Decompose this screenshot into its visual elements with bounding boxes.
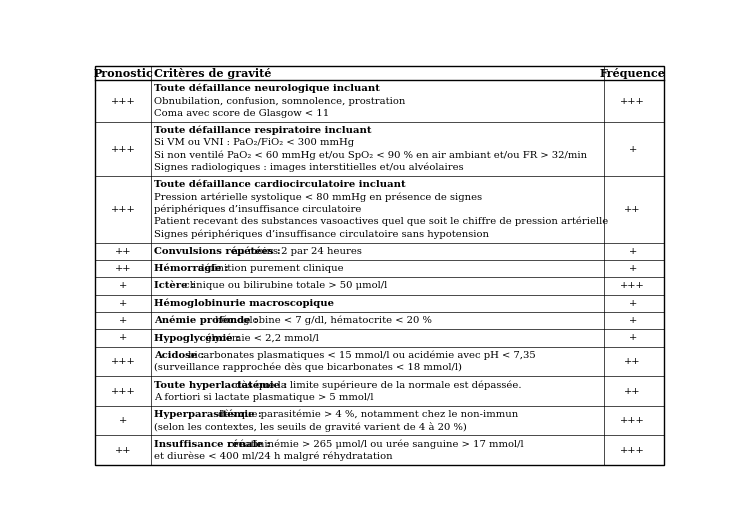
Text: (selon les contextes, les seuils de gravité varient de 4 à 20 %): (selon les contextes, les seuils de grav… (155, 422, 468, 432)
Text: Insuffisance rénale :: Insuffisance rénale : (155, 440, 271, 449)
Text: A fortiori si lactate plasmatique > 5 mmol/l: A fortiori si lactate plasmatique > 5 mm… (155, 392, 374, 402)
Text: Si VM ou VNI : PaO₂/FiO₂ < 300 mmHg: Si VM ou VNI : PaO₂/FiO₂ < 300 mmHg (155, 138, 354, 147)
Text: clinique ou bilirubine totale > 50 μmol/l: clinique ou bilirubine totale > 50 μmol/… (181, 281, 388, 290)
Text: +: + (628, 316, 637, 325)
Text: Coma avec score de Glasgow < 11: Coma avec score de Glasgow < 11 (155, 109, 330, 118)
Text: Hyperparasitémie :: Hyperparasitémie : (155, 410, 262, 419)
Text: Patient recevant des substances vasoactives quel que soit le chiffre de pression: Patient recevant des substances vasoacti… (155, 217, 609, 226)
Text: hémoglobine < 7 g/dl, hématocrite < 20 %: hémoglobine < 7 g/dl, hématocrite < 20 % (212, 316, 431, 325)
Text: définition purement clinique: définition purement clinique (195, 264, 343, 274)
Text: +: + (628, 247, 637, 256)
Text: et diurèse < 400 ml/24 h malgré réhydratation: et diurèse < 400 ml/24 h malgré réhydrat… (155, 452, 393, 461)
Text: Hémoglobinurie macroscopique: Hémoglobinurie macroscopique (155, 298, 334, 308)
Text: Obnubilation, confusion, somnolence, prostration: Obnubilation, confusion, somnolence, pro… (155, 96, 406, 106)
Text: dès que parasitémie > 4 %, notamment chez le non-immun: dès que parasitémie > 4 %, notamment che… (215, 410, 519, 419)
Text: Hypoglycémie :: Hypoglycémie : (155, 333, 240, 342)
Text: +++: +++ (111, 145, 136, 154)
Text: Toute défaillance neurologique incluant: Toute défaillance neurologique incluant (155, 84, 380, 94)
Text: +: + (119, 316, 127, 325)
Text: Anémie profonde :: Anémie profonde : (155, 316, 258, 325)
Text: +: + (119, 299, 127, 308)
Text: Acidose :: Acidose : (155, 351, 205, 360)
Text: (surveillance rapprochée dès que bicarbonates < 18 mmol/l): (surveillance rapprochée dès que bicarbo… (155, 363, 462, 372)
Text: +: + (119, 333, 127, 342)
Text: +++: +++ (620, 281, 645, 290)
Text: +++: +++ (111, 205, 136, 214)
Text: ++: ++ (625, 357, 641, 366)
Text: créatininémie > 265 μmol/l ou urée sanguine > 17 mmol/l: créatininémie > 265 μmol/l ou urée sangu… (225, 439, 524, 449)
Text: bicarbonates plasmatiques < 15 mmol/l ou acidémie avec pH < 7,35: bicarbonates plasmatiques < 15 mmol/l ou… (185, 350, 536, 360)
Text: Fréquence: Fréquence (599, 68, 665, 78)
Text: ++: ++ (625, 205, 641, 214)
Text: Toute défaillance cardiocirculatoire incluant: Toute défaillance cardiocirculatoire inc… (155, 180, 406, 189)
Text: +++: +++ (620, 416, 645, 425)
Text: +++: +++ (111, 96, 136, 106)
Text: glycémie < 2,2 mmol/l: glycémie < 2,2 mmol/l (202, 333, 319, 342)
Text: ++: ++ (115, 247, 132, 256)
Text: +: + (119, 281, 127, 290)
Text: Toute hyperlactatémie :: Toute hyperlactatémie : (155, 380, 288, 390)
Text: +: + (628, 145, 637, 154)
Text: Pronostic: Pronostic (93, 68, 153, 78)
Text: Toute défaillance respiratoire incluant: Toute défaillance respiratoire incluant (155, 126, 372, 135)
Text: +++: +++ (620, 446, 645, 455)
Text: +++: +++ (620, 96, 645, 106)
Text: au moins 2 par 24 heures: au moins 2 par 24 heures (229, 247, 362, 256)
Text: Critères de gravité: Critères de gravité (155, 68, 272, 78)
Text: périphériques d’insuffisance circulatoire: périphériques d’insuffisance circulatoir… (155, 205, 362, 214)
Text: +++: +++ (111, 387, 136, 396)
Text: Hémorragie :: Hémorragie : (155, 264, 229, 274)
Text: Signes radiologiques : images interstitielles et/ou alvéolaires: Signes radiologiques : images interstiti… (155, 163, 464, 172)
Text: Pression artérielle systolique < 80 mmHg en présence de signes: Pression artérielle systolique < 80 mmHg… (155, 193, 482, 202)
Text: ++: ++ (115, 446, 132, 455)
Text: Ictère :: Ictère : (155, 281, 195, 290)
Text: +: + (628, 264, 637, 273)
Text: Convulsions répétées :: Convulsions répétées : (155, 247, 281, 256)
Text: Signes périphériques d’insuffisance circulatoire sans hypotension: Signes périphériques d’insuffisance circ… (155, 229, 489, 239)
Text: ++: ++ (115, 264, 132, 273)
Text: Si non ventilé PaO₂ < 60 mmHg et/ou SpO₂ < 90 % en air ambiant et/ou FR > 32/min: Si non ventilé PaO₂ < 60 mmHg et/ou SpO₂… (155, 150, 588, 160)
Text: +: + (119, 416, 127, 425)
Text: +: + (628, 299, 637, 308)
Text: ++: ++ (625, 387, 641, 396)
Text: +++: +++ (111, 357, 136, 366)
Text: +: + (628, 333, 637, 342)
Text: dès que la limite supérieure de la normale est dépassée.: dès que la limite supérieure de la norma… (232, 380, 522, 390)
